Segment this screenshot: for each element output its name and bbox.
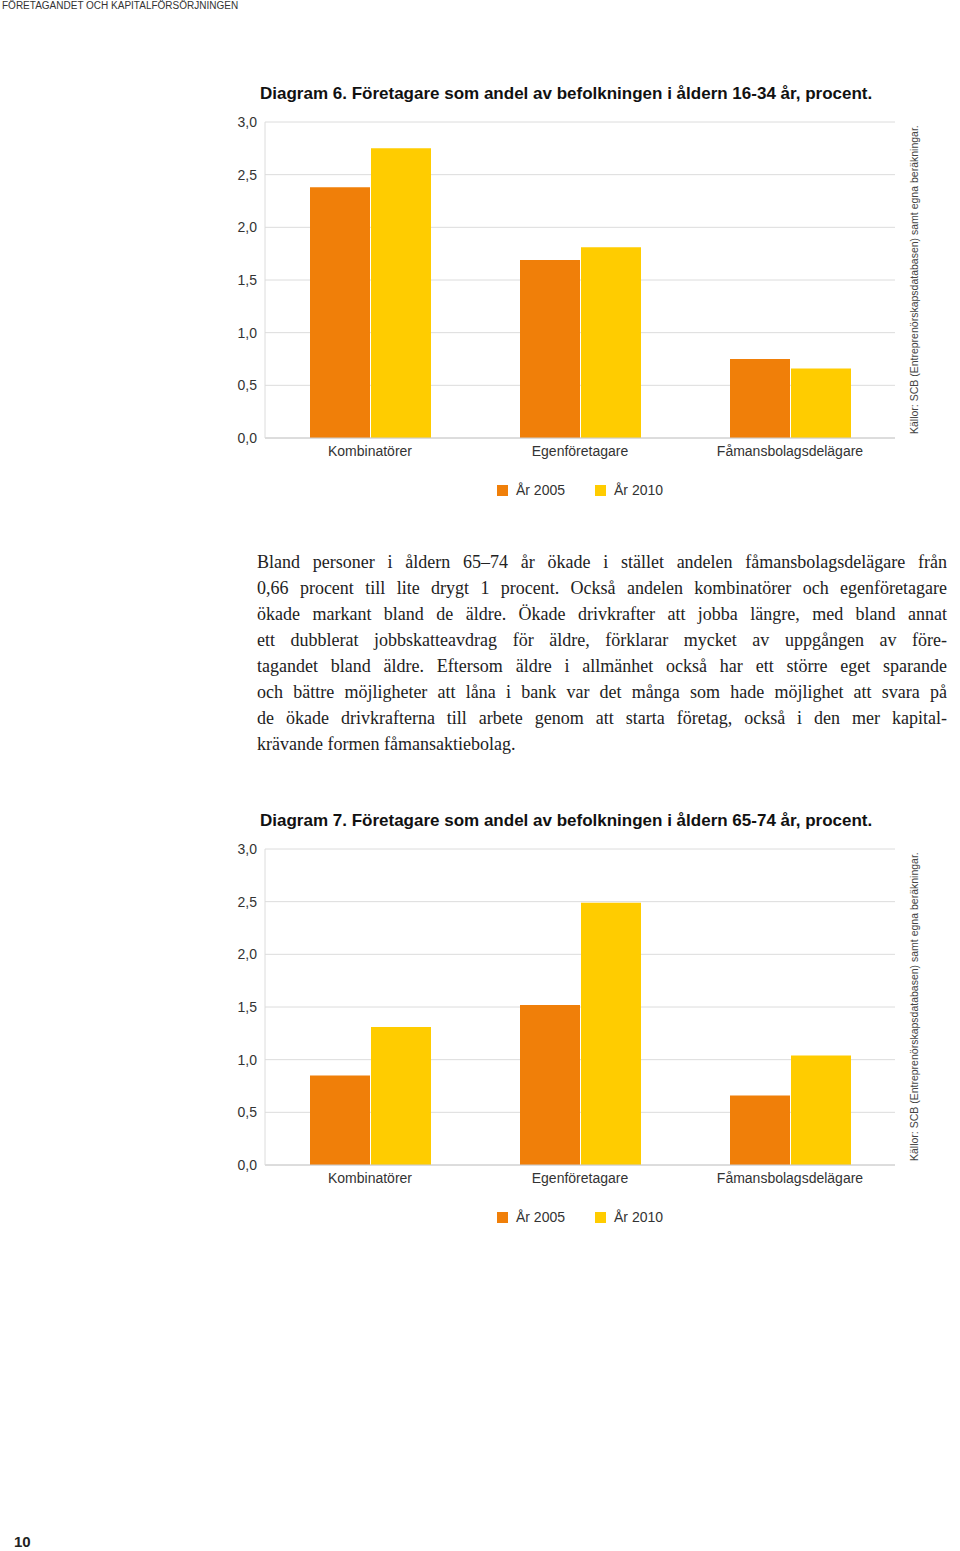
svg-text:2,0: 2,0 (238, 219, 258, 235)
svg-text:Egenföretagare: Egenföretagare (532, 443, 629, 459)
html-text:de ökade drivkrafterna till ar: de ökade drivkrafterna till arbete genom… (257, 708, 947, 728)
svg-text:1,0: 1,0 (238, 1052, 258, 1068)
svg-text:Egenföretagare: Egenföretagare (532, 1170, 629, 1186)
html-text:År 2005: År 2005 (516, 1209, 565, 1225)
svg-text:3,0: 3,0 (238, 114, 258, 130)
svg-text:1,5: 1,5 (238, 999, 258, 1015)
svg-text:0,0: 0,0 (238, 1157, 258, 1173)
html-text:ökade markant bland de äldre.: ökade markant bland de äldre. Ökade driv… (257, 604, 947, 624)
html-text:och bättre möjligheter att lån: och bättre möjligheter att låna i bank v… (257, 682, 947, 702)
html-text:0,66 procent till lite drygt 1: 0,66 procent till lite drygt 1 procent. … (257, 578, 947, 598)
html-text:Bland personer i åldern 65–74: Bland personer i åldern 65–74 år ökade i… (257, 552, 947, 572)
svg-text:2,5: 2,5 (238, 894, 258, 910)
html-text:krävande formen fåmansaktiebol: krävande formen fåmansaktiebolag. (257, 734, 516, 754)
html-text:År 2010: År 2010 (614, 1209, 663, 1225)
svg-text:Kombinatörer: Kombinatörer (328, 1170, 412, 1186)
svg-text:Fåmansbolagsdelägare: Fåmansbolagsdelägare (717, 443, 864, 459)
svg-text:1,5: 1,5 (238, 272, 258, 288)
html-text:År 2005: År 2005 (516, 482, 565, 498)
html-text:Källor: SCB (Entreprenörskapsd: Källor: SCB (Entreprenörskapsdatabasen) … (908, 125, 920, 434)
svg-text:1,0: 1,0 (238, 325, 258, 341)
svg-text:Fåmansbolagsdelägare: Fåmansbolagsdelägare (717, 1170, 864, 1186)
html-text:ett dubblerat jobbskatteavdrag: ett dubblerat jobbskatteavdrag för äldre… (257, 630, 947, 650)
svg-text:Kombinatörer: Kombinatörer (328, 443, 412, 459)
svg-text:0,5: 0,5 (238, 1104, 258, 1120)
html-text:10: 10 (14, 1533, 31, 1550)
html-text:FÖRETAGANDET OCH KAPITALFÖRSÖR: FÖRETAGANDET OCH KAPITALFÖRSÖRJNINGEN (2, 0, 239, 11)
html-text:tagandet bland äldre. Eftersom: tagandet bland äldre. Eftersom äldre i a… (257, 656, 947, 676)
svg-text:0,0: 0,0 (238, 430, 258, 446)
svg-text:3,0: 3,0 (238, 841, 258, 857)
svg-text:2,0: 2,0 (238, 946, 258, 962)
html-text:Diagram 6. Företagare som ande: Diagram 6. Företagare som andel av befol… (260, 84, 873, 103)
html-text:Diagram 7. Företagare som ande: Diagram 7. Företagare som andel av befol… (260, 811, 873, 830)
svg-text:2,5: 2,5 (238, 167, 258, 183)
html-text:År 2010: År 2010 (614, 482, 663, 498)
svg-text:0,5: 0,5 (238, 377, 258, 393)
html-text:Källor: SCB (Entreprenörskapsd: Källor: SCB (Entreprenörskapsdatabasen) … (908, 852, 920, 1161)
